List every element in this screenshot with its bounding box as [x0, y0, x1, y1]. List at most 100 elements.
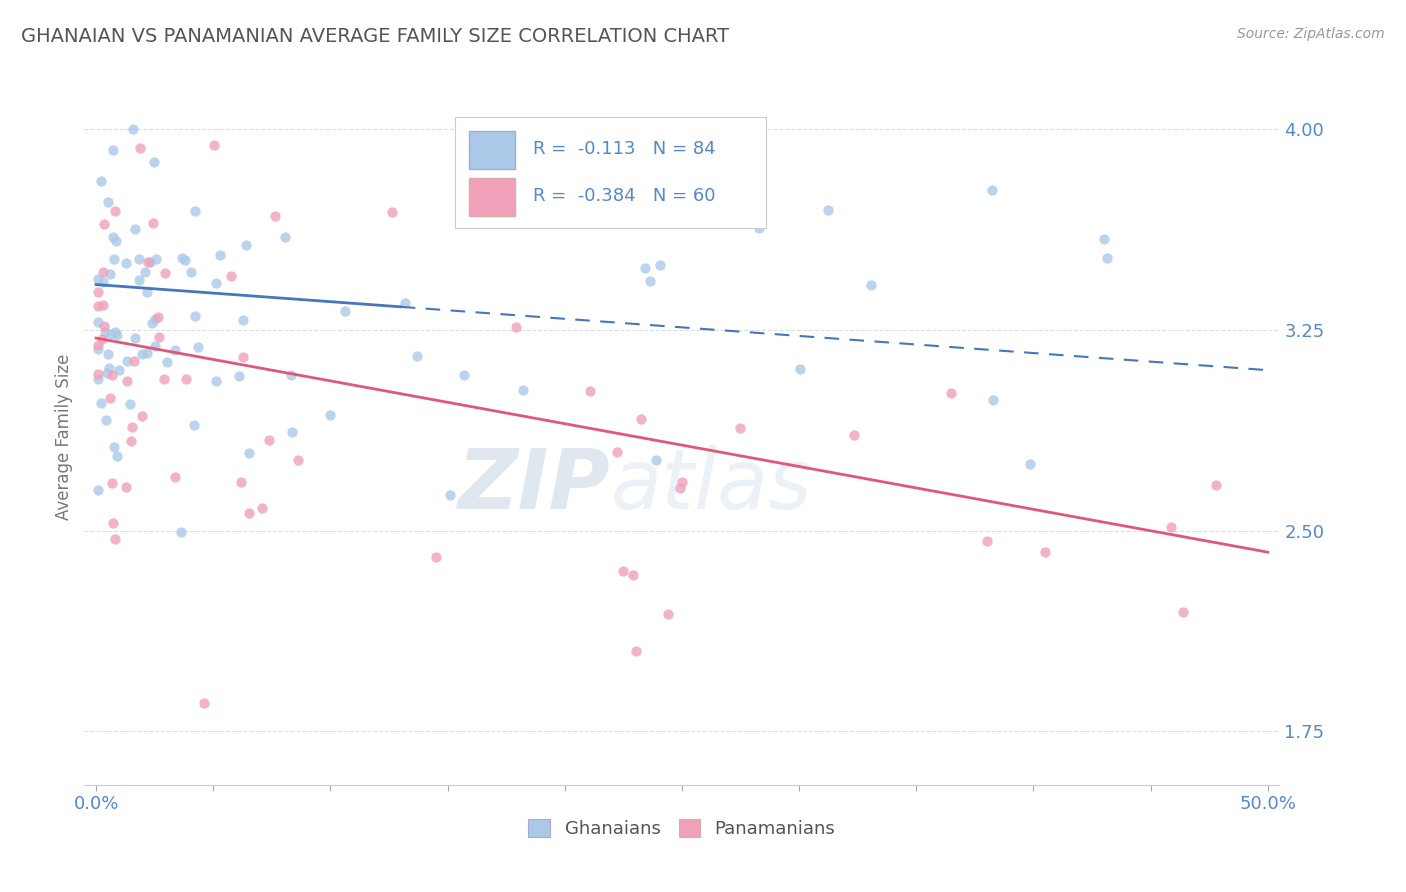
- Point: [634, 260, 657, 275]
- Point: [141, 316, 163, 330]
- Point: [439, 487, 461, 501]
- Point: [87, 285, 110, 299]
- Point: [104, 234, 127, 248]
- Point: [100, 475, 122, 490]
- Point: [333, 304, 356, 318]
- Point: [173, 253, 195, 268]
- Point: [101, 143, 124, 157]
- Point: [139, 255, 162, 269]
- Point: [453, 368, 475, 382]
- Point: [232, 350, 254, 364]
- Point: [844, 428, 866, 442]
- Point: [91, 298, 114, 312]
- Text: R =  -0.384   N = 60: R = -0.384 N = 60: [533, 186, 716, 204]
- Point: [155, 355, 177, 369]
- Text: GHANAIAN VS PANAMANIAN AVERAGE FAMILY SIZE CORRELATION CHART: GHANAIAN VS PANAMANIAN AVERAGE FAMILY SI…: [21, 27, 730, 45]
- Point: [1092, 231, 1115, 245]
- Point: [103, 516, 125, 530]
- Point: [624, 644, 647, 658]
- Point: [174, 372, 197, 386]
- Point: [143, 339, 166, 353]
- Text: R =  -0.113   N = 84: R = -0.113 N = 84: [533, 140, 716, 158]
- Point: [100, 392, 122, 406]
- Point: [512, 383, 534, 397]
- Point: [103, 252, 125, 266]
- Point: [505, 320, 527, 334]
- Point: [104, 325, 127, 339]
- Point: [128, 252, 150, 266]
- Point: [319, 408, 342, 422]
- Point: [405, 350, 427, 364]
- Point: [131, 409, 153, 423]
- Text: Source: ZipAtlas.com: Source: ZipAtlas.com: [1237, 27, 1385, 41]
- Point: [96, 366, 118, 380]
- Point: [90, 173, 112, 187]
- Point: [193, 696, 215, 710]
- Point: [221, 268, 243, 283]
- Point: [136, 254, 159, 268]
- Point: [425, 550, 447, 565]
- Point: [555, 202, 578, 216]
- Point: [134, 265, 156, 279]
- Point: [638, 274, 661, 288]
- Point: [91, 265, 114, 279]
- Point: [87, 483, 110, 497]
- Point: [98, 361, 121, 376]
- Point: [87, 315, 110, 329]
- Point: [142, 216, 165, 230]
- Point: [120, 434, 142, 448]
- Point: [730, 420, 752, 434]
- Point: [1095, 251, 1118, 265]
- Point: [105, 327, 128, 342]
- Text: atlas: atlas: [610, 445, 811, 526]
- Point: [1173, 605, 1195, 619]
- Point: [124, 331, 146, 345]
- Point: [183, 417, 205, 432]
- Point: [748, 220, 770, 235]
- Point: [170, 524, 193, 539]
- Point: [264, 209, 287, 223]
- Point: [817, 202, 839, 217]
- Point: [257, 434, 280, 448]
- Point: [184, 204, 207, 219]
- Point: [87, 272, 110, 286]
- Point: [274, 230, 297, 244]
- Point: [120, 397, 142, 411]
- Point: [143, 155, 166, 169]
- Point: [131, 347, 153, 361]
- Point: [860, 277, 883, 292]
- Point: [180, 265, 202, 279]
- Point: [657, 607, 679, 621]
- Point: [281, 425, 304, 440]
- Bar: [470, 178, 515, 216]
- Point: [981, 393, 1004, 408]
- Point: [163, 343, 186, 358]
- Point: [1205, 478, 1227, 492]
- Point: [202, 137, 225, 152]
- Point: [235, 238, 257, 252]
- Point: [183, 309, 205, 323]
- Point: [104, 204, 127, 219]
- Point: [287, 453, 309, 467]
- Point: [153, 372, 176, 386]
- Point: [146, 310, 169, 324]
- Point: [115, 374, 138, 388]
- Point: [789, 361, 811, 376]
- Point: [209, 248, 232, 262]
- Point: [145, 252, 167, 266]
- Point: [115, 479, 138, 493]
- Point: [87, 299, 110, 313]
- Point: [165, 470, 187, 484]
- Point: [394, 296, 416, 310]
- Point: [153, 266, 176, 280]
- Legend: Ghanaians, Panamanians: Ghanaians, Panamanians: [522, 812, 842, 846]
- Point: [91, 275, 114, 289]
- Point: [98, 267, 121, 281]
- Point: [941, 386, 963, 401]
- Point: [87, 372, 110, 386]
- Point: [648, 258, 671, 272]
- Point: [381, 204, 404, 219]
- Point: [115, 256, 138, 270]
- Point: [135, 346, 157, 360]
- Text: ZIP: ZIP: [457, 445, 610, 526]
